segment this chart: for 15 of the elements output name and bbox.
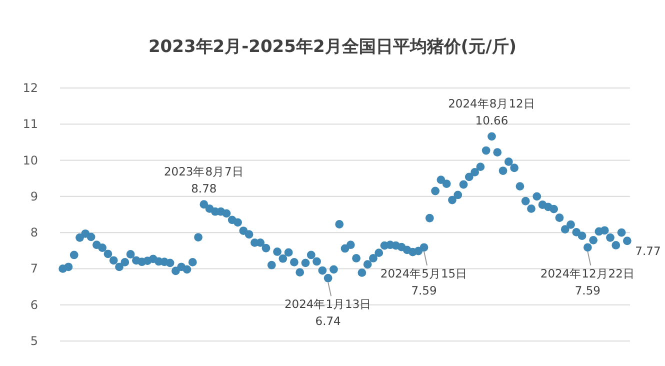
annotation: 2024年8月12日 10.66 — [448, 96, 536, 128]
annotation: 2024年5月15日 7.59 — [380, 266, 468, 298]
y-tick-label: 10 — [22, 153, 38, 168]
y-tick-label: 9 — [30, 189, 38, 204]
y-tick-label: 5 — [30, 334, 38, 348]
y-tick-label: 11 — [22, 117, 38, 132]
annotation: 2024年12月22日 7.59 — [540, 266, 635, 298]
y-tick-label: 7 — [30, 262, 38, 276]
y-tick-label: 8 — [30, 226, 38, 240]
text: 7.77 — [635, 244, 661, 258]
y-tick-label: 6 — [30, 298, 38, 312]
chart-title: 2023年2月-2025年2月全国日平均猪价(元/斤) — [148, 37, 517, 57]
annotation: 2024年1月13日 6.74 — [284, 297, 372, 328]
y-tick-label: 12 — [22, 81, 38, 95]
annotation: 2023年8月7日 8.78 — [164, 164, 244, 196]
